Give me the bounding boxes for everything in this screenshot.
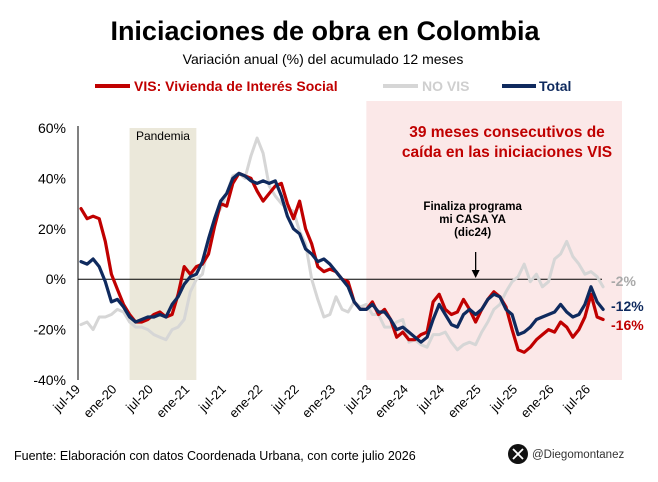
- annotation-line: (dic24): [454, 227, 491, 239]
- legend-label-vis: VIS: Vivienda de Interés Social: [134, 78, 338, 94]
- vis-decline-label-line: 39 meses consecutivos de: [409, 124, 605, 141]
- legend: VIS: Vivienda de Interés Social NO VIS T…: [95, 78, 571, 94]
- x-tick-label: ene-21: [153, 382, 192, 421]
- series-line-novis: [79, 136, 605, 352]
- x-tick-label: jul-22: [268, 382, 302, 416]
- x-tick-label: ene-23: [299, 382, 338, 421]
- pandemic-band: [129, 128, 197, 380]
- x-tick-label: jul-23: [341, 382, 375, 416]
- x-tick-label: jul-26: [559, 382, 593, 416]
- chart-title: Iniciaciones de obra en Colombia: [110, 16, 540, 46]
- x-logo-icon: [508, 444, 528, 464]
- x-tick-label: ene-25: [445, 382, 484, 421]
- y-tick-label: 60%: [38, 120, 66, 136]
- annotation-line: mi CASA YA: [439, 214, 506, 226]
- y-tick-label: 40%: [38, 170, 66, 186]
- pandemic-label: Pandemia: [136, 129, 190, 143]
- x-tick-label: jul-21: [195, 382, 229, 416]
- vis-decline-shade: [366, 101, 622, 380]
- x-tick-label: jul-20: [122, 382, 156, 416]
- x-tick-label: jul-24: [414, 382, 448, 416]
- y-tick-label: -20%: [33, 322, 66, 338]
- y-tick-label: 0%: [46, 271, 66, 287]
- annotation-arrow-head: [471, 270, 480, 278]
- chart-subtitle: Variación anual (%) del acumulado 12 mes…: [183, 51, 464, 67]
- y-tick-label: 20%: [38, 221, 66, 237]
- end-label: -12%: [611, 298, 644, 314]
- handle-text: @Diegomontanez: [532, 449, 624, 461]
- legend-label-total: Total: [539, 78, 571, 94]
- y-tick-label: -40%: [33, 372, 66, 388]
- vis-decline-label-line: caída en las iniciaciones VIS: [402, 144, 612, 161]
- legend-label-novis: NO VIS: [422, 78, 469, 94]
- x-tick-label: ene-24: [372, 382, 411, 421]
- x-tick-label: ene-22: [226, 382, 265, 421]
- annotation-line: Finaliza programa: [423, 201, 522, 213]
- x-tick-label: ene-20: [80, 382, 119, 421]
- x-tick-label: jul-25: [486, 382, 520, 416]
- series-line-total: [79, 171, 605, 344]
- x-tick-label: ene-26: [517, 382, 556, 421]
- footer-source: Fuente: Elaboración con datos Coordenada…: [14, 449, 416, 463]
- end-label: -2%: [611, 273, 636, 289]
- end-label: -16%: [611, 317, 644, 333]
